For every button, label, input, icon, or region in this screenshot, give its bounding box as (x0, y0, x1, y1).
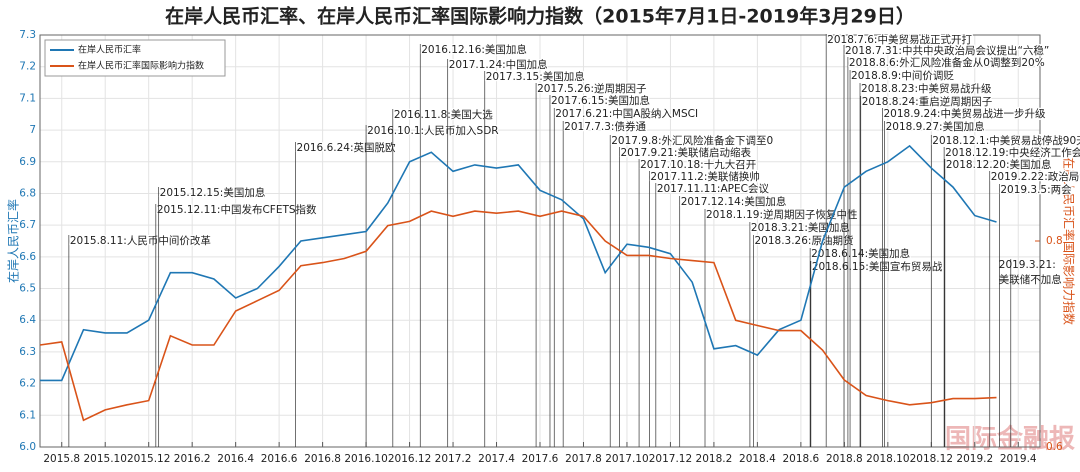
annotation-label: 2017.7.3:债券通 (564, 120, 646, 133)
y2-tick-label: 0.6 (1046, 441, 1063, 453)
x-tick-label: 2019.2 (956, 453, 993, 465)
y-tick-label: 6.0 (19, 441, 36, 453)
x-tick-label: 2017.12 (649, 453, 692, 465)
annotation-label: 2018.8.6:外汇风险准备金从0调整到20% (849, 56, 1045, 69)
watermark: 国际金融报 (945, 424, 1075, 455)
annotation-label: 2017.11.2:美联储换帅 (650, 170, 759, 183)
x-tick-label: 2018.12 (910, 453, 953, 465)
y-tick-label: 6.6 (19, 251, 36, 263)
legend-label: 在岸人民币汇率 (78, 44, 141, 56)
x-tick-label: 2016.10 (344, 453, 387, 465)
x-tick-label: 2015.12 (127, 453, 170, 465)
annotation-label: 2018.9.24:中美贸易战进一步升级 (883, 107, 1045, 120)
y-tick-label: 7.1 (19, 92, 36, 104)
annotation-label-part: 2019.3.21: (999, 259, 1056, 271)
annotation-label: 2016.12.16:美国加息 (421, 43, 527, 56)
annotation-label: 2018.12.19:中央经济工作会议 (945, 146, 1080, 159)
x-tick-label: 2018.10 (866, 453, 909, 465)
annotation-label: 2018.8.9:中间价调贬 (851, 69, 954, 82)
chart-title: 在岸人民币汇率、在岸人民币汇率国际影响力指数（2015年7月1日-2019年3月… (165, 5, 915, 28)
annotation-label: 2016.6.24:英国脱欧 (297, 141, 396, 154)
annotation-label: 2015.12.15:美国加息 (160, 186, 266, 199)
y-tick-label: 6.7 (19, 219, 36, 231)
annotation-label: 2018.12.1:中美贸易战停战90天 (932, 134, 1080, 147)
x-tick-label: 2016.6 (261, 453, 298, 465)
x-tick-label: 2016.4 (217, 453, 254, 465)
annotation-label: 2017.3.15:美国加息 (486, 70, 585, 83)
annotation-label: 2017.9.8:外汇风险准备金下调至0 (611, 134, 773, 147)
annotation-label: 2018.8.24:重启逆周期因子 (862, 95, 992, 108)
x-tick-label: 2017.6 (522, 453, 559, 465)
annotation-label: 2016.10.1:人民币加入SDR (367, 125, 499, 137)
y-tick-label: 6.9 (19, 156, 36, 168)
annotation-label: 2017.11.11:APEC会议 (657, 182, 770, 195)
x-tick-label: 2017.8 (565, 453, 602, 465)
annotation-label: 2016.11.8:美国大选 (394, 108, 493, 121)
annotation-label: 2017.6.15:美国加息 (551, 94, 650, 107)
y-tick-label: 6.2 (19, 378, 36, 390)
series-line (39, 210, 997, 422)
annotation-label: 2015.12.11:中国发布CFETS指数 (157, 203, 317, 216)
y2-axis-label: 在岸人民币汇率国际影响力指数 (1062, 157, 1077, 325)
x-tick-label: 2017.2 (435, 453, 472, 465)
x-tick-label: 2018.2 (696, 453, 733, 465)
annotation-label: 2018.12.20:美国加息 (946, 158, 1052, 171)
annotation-label: 2018.7.31:中共中央政治局会议提出“六稳” (845, 44, 1049, 57)
annotation-label: 2019.3.21: 美联储不加息 (999, 259, 1062, 286)
annotation-label: 2018.3.21:美国加息 (751, 221, 850, 234)
annotation-label: 2019.3.5:两会 (1000, 183, 1072, 196)
x-tick-label: 2017.10 (605, 453, 648, 465)
annotation-label-part: 美联储不加息 (999, 273, 1062, 286)
annotation-label: 2017.6.21:中国A股纳入MSCI (555, 107, 698, 120)
x-tick-label: 2016.2 (174, 453, 211, 465)
y-tick-label: 7 (29, 124, 36, 136)
annotation-label: 2017.5.26:逆周期因子 (537, 82, 646, 95)
x-tick-label: 2018.4 (739, 453, 776, 465)
x-tick-label: 2015.10 (84, 453, 127, 465)
annotation-label: 2018.3.26:原油期货 (754, 234, 853, 247)
x-tick-label: 2019.4 (1000, 453, 1037, 465)
y2-tick-label: 0.8 (1046, 235, 1063, 247)
y-tick-label: 6.3 (19, 346, 36, 358)
annotation-label: 2017.9.21:美联储启动缩表 (620, 146, 751, 159)
plot-frame (39, 34, 1041, 448)
annotation-label: 2017.10.18:十九大召开 (640, 158, 756, 171)
series-line (40, 144, 997, 382)
annotation-label: 2019.2.22:政治局会议 (991, 170, 1080, 183)
x-tick-label: 2016.8 (304, 453, 341, 465)
annotation-label: 2018.1.19:逆周期因子恢复中性 (706, 208, 857, 221)
legend-label: 在岸人民币汇率国际影响力指数 (78, 60, 204, 72)
y-tick-label: 6.4 (19, 314, 36, 326)
y-tick-label: 6.5 (19, 283, 36, 295)
annotation-label: 2018.8.23:中美贸易战升级 (861, 82, 992, 95)
x-tick-label: 2015.8 (43, 453, 80, 465)
annotation-label: 2018.7.6:中美贸易战正式开打 (827, 33, 972, 46)
x-tick-label: 2017.4 (478, 453, 515, 465)
x-tick-label: 2018.6 (782, 453, 819, 465)
x-tick-label: 2016.12 (388, 453, 431, 465)
annotation-label: 2017.1.24:中国加息 (449, 58, 548, 71)
annotation-label: 2017.12.14:美国加息 (681, 195, 787, 208)
annotation-label: 2018.6.15:美国宣布贸易战 (812, 260, 943, 273)
y-tick-label: 6.1 (19, 409, 36, 421)
y-axis-label: 在岸人民币汇率 (6, 199, 21, 283)
annotation-label: 2018.9.27:美国加息 (886, 120, 985, 133)
y-tick-label: 7.2 (19, 61, 36, 73)
y-tick-label: 7.3 (19, 29, 36, 41)
legend-box (44, 39, 226, 77)
annotations: 2015.8.11:人民币中间价改革 2015.12.11:中国发布CFETS指数… (68, 32, 1080, 447)
x-tick-label: 2018.8 (826, 453, 863, 465)
y-tick-label: 6.8 (19, 187, 36, 199)
annotation-label: 2015.8.11:人民币中间价改革 (70, 234, 211, 247)
